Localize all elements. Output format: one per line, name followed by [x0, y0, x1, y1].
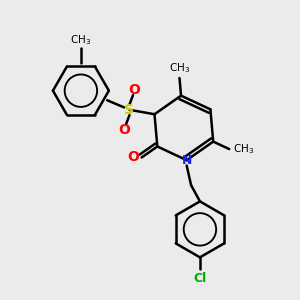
Text: S: S	[124, 103, 134, 117]
Text: CH$_3$: CH$_3$	[70, 33, 92, 46]
Text: CH$_3$: CH$_3$	[233, 142, 254, 156]
Text: CH$_3$: CH$_3$	[169, 61, 190, 74]
Text: O: O	[128, 151, 140, 164]
Text: O: O	[118, 122, 130, 136]
Text: Cl: Cl	[193, 272, 207, 285]
Text: O: O	[128, 83, 140, 97]
Text: N: N	[182, 154, 192, 167]
